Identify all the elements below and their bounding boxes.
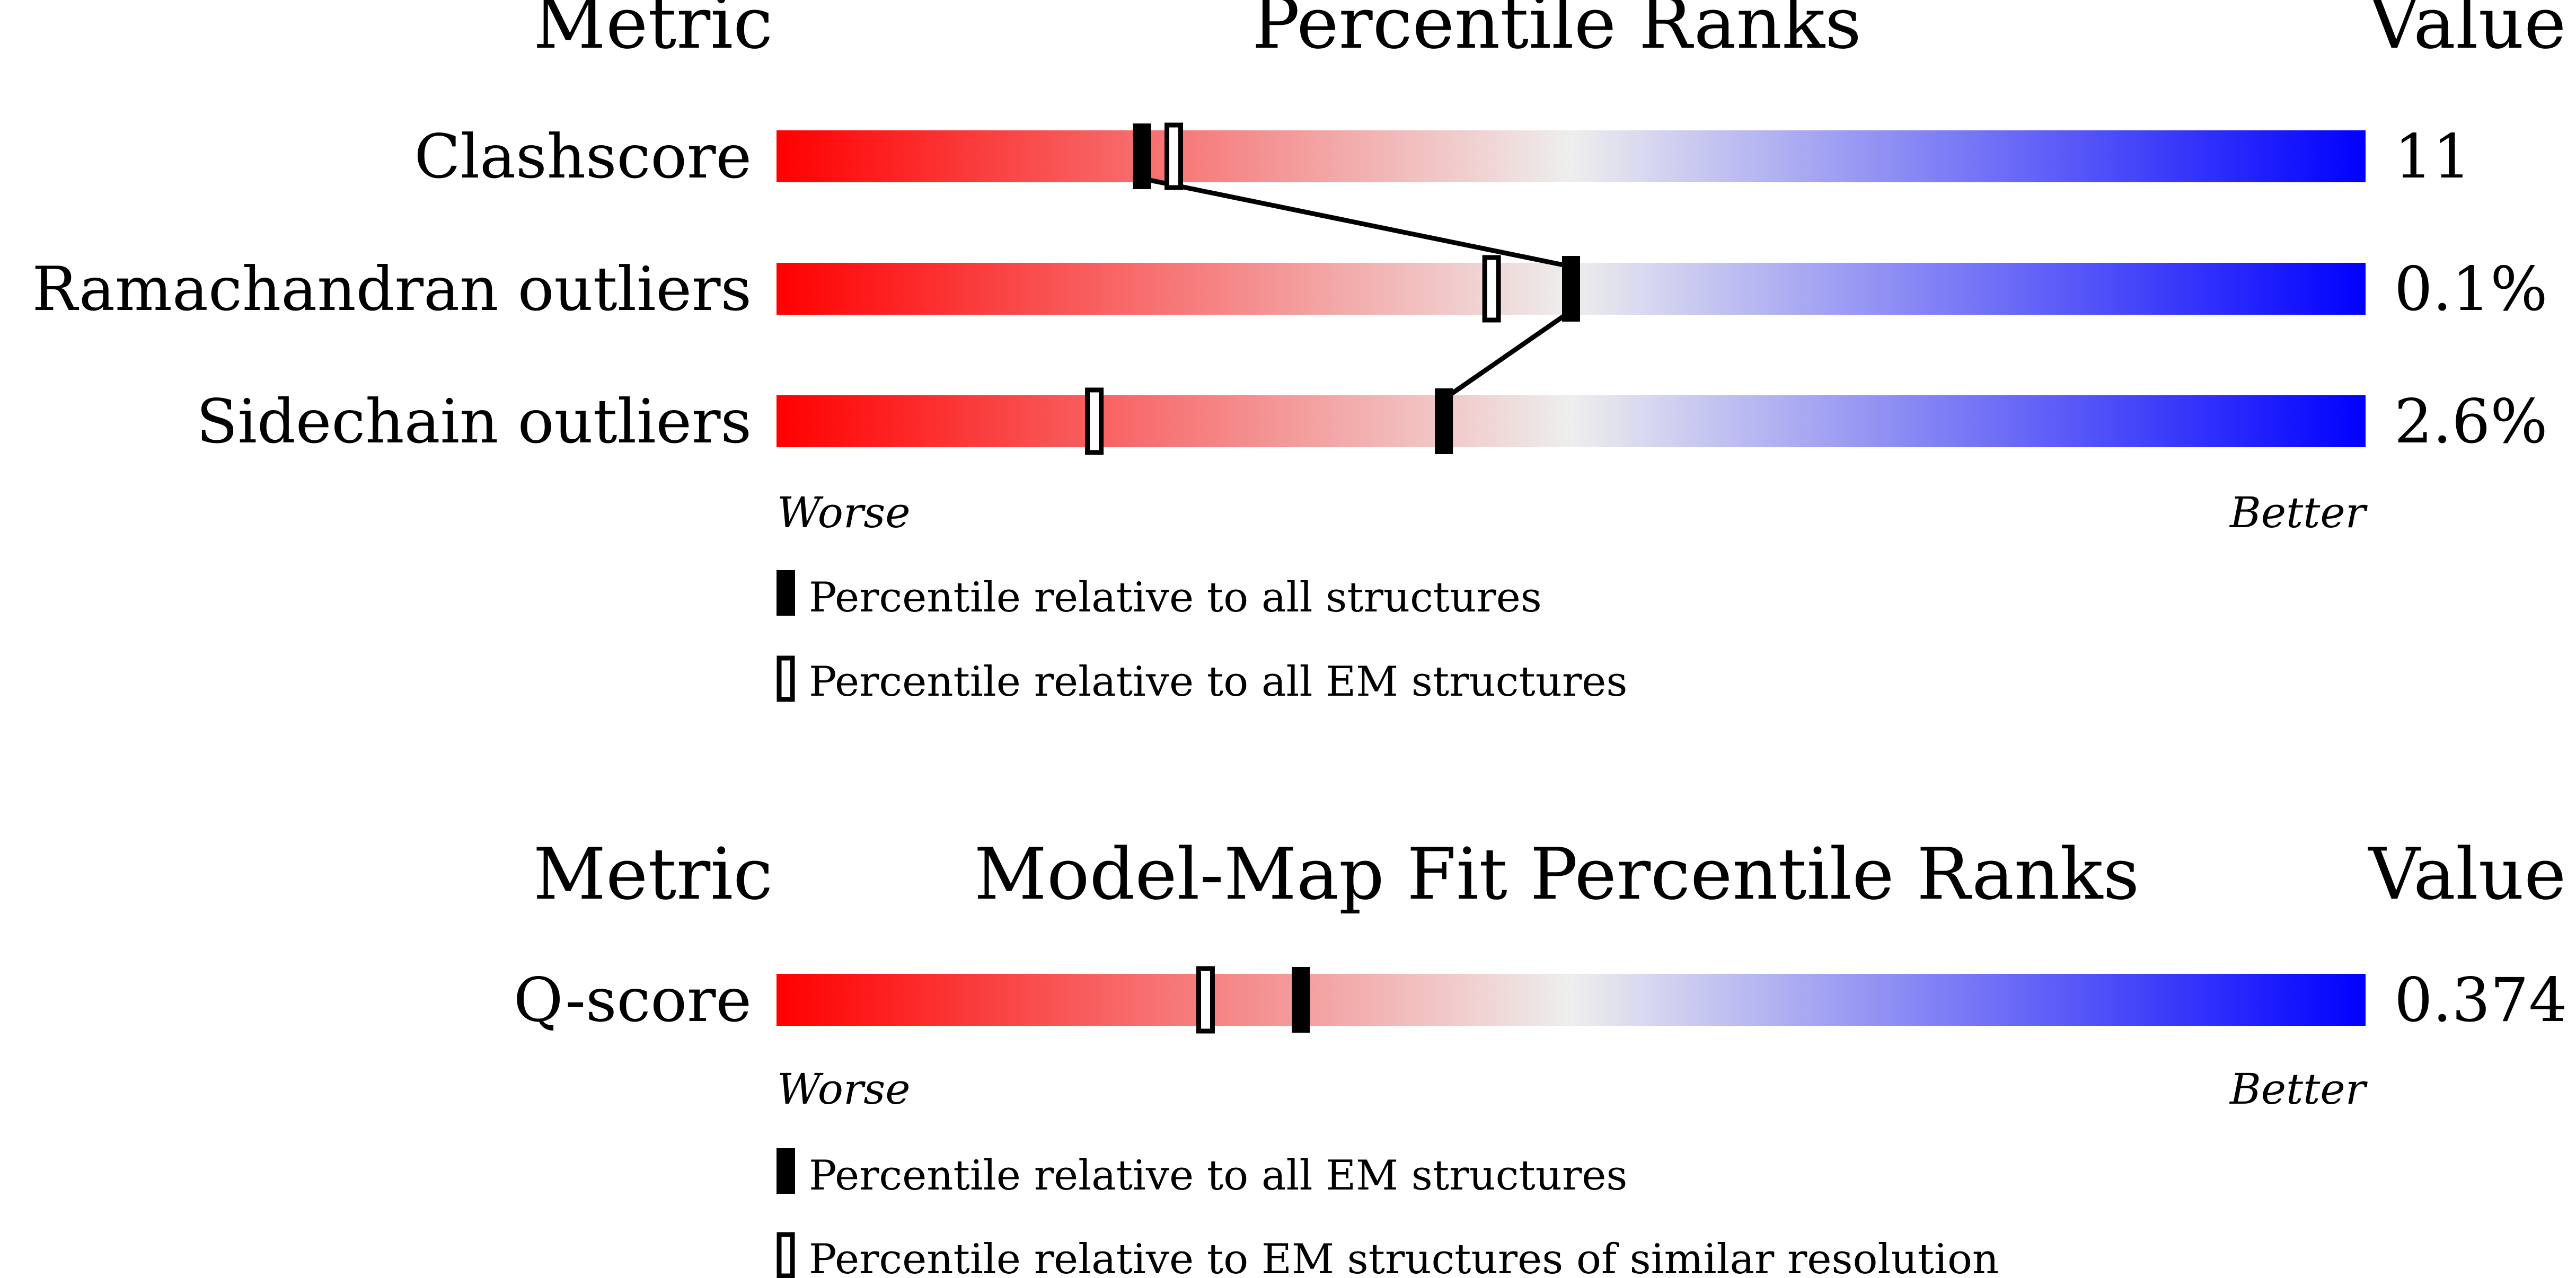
gradient-bar-q-score: [777, 974, 2366, 1026]
metric-label-clashscore: Clashscore: [414, 121, 752, 192]
panel-1-legend-open-swatch: [777, 655, 795, 702]
panel-2-legend-open-text: Percentile relative to EM structures of …: [809, 1236, 1999, 1278]
metric-value-ramachandran-outliers: 0.1%: [2394, 254, 2548, 324]
metric-value-q-score: 0.374: [2394, 965, 2567, 1035]
metric-label-ramachandran-outliers: Ramachandran outliers: [32, 254, 752, 324]
panel-1-legend-open-text: Percentile relative to all EM structures: [809, 658, 1627, 706]
panel-1-better-label: Better: [2229, 488, 2368, 537]
metric-value-sidechain-outliers: 2.6%: [2394, 386, 2548, 457]
gradient-bar-sidechain-outliers: [777, 395, 2366, 447]
panel-2-value-header: Value: [2368, 833, 2566, 916]
open-marker-clashscore: [1165, 122, 1183, 190]
panel-1-title: Percentile Ranks: [1252, 0, 1862, 65]
metric-value-clashscore: 11: [2394, 121, 2471, 192]
panel-2-title: Model-Map Fit Percentile Ranks: [974, 833, 2140, 916]
panel-2-metric-header: Metric: [533, 833, 773, 916]
panel-1-legend-filled-text: Percentile relative to all structures: [809, 574, 1542, 622]
filled-marker-sidechain-outliers: [1435, 388, 1453, 454]
filled-marker-q-score: [1292, 967, 1310, 1033]
panel-2-legend-filled-text: Percentile relative to all EM structures: [809, 1152, 1627, 1200]
panel-2-worse-label: Worse: [777, 1064, 911, 1114]
panel-1-metric-header: Metric: [533, 0, 773, 65]
panel-1: Metric Percentile Ranks Value Worse Bett…: [533, 0, 2566, 706]
open-marker-q-score: [1196, 966, 1215, 1034]
percentile-markers: [1085, 122, 1580, 1034]
filled-marker-clashscore: [1133, 123, 1151, 189]
metric-label-q-score: Q-score: [514, 965, 752, 1035]
filled-marker-ramachandran-outliers: [1562, 256, 1580, 322]
gradient-bar-clashscore: [777, 130, 2366, 182]
panel-1-value-header: Value: [2368, 0, 2566, 65]
panel-2-better-label: Better: [2229, 1064, 2368, 1114]
panel-2: Metric Model-Map Fit Percentile Ranks Va…: [533, 833, 2566, 1278]
panel-2-legend-open-swatch: [777, 1232, 795, 1278]
metric-label-sidechain-outliers: Sidechain outliers: [196, 386, 752, 457]
panel-1-legend-filled-swatch: [777, 570, 795, 616]
open-marker-sidechain-outliers: [1085, 387, 1104, 455]
open-marker-ramachandran-outliers: [1482, 255, 1501, 323]
panel-2-legend-filled-swatch: [777, 1148, 795, 1194]
panel-1-worse-label: Worse: [777, 488, 911, 537]
